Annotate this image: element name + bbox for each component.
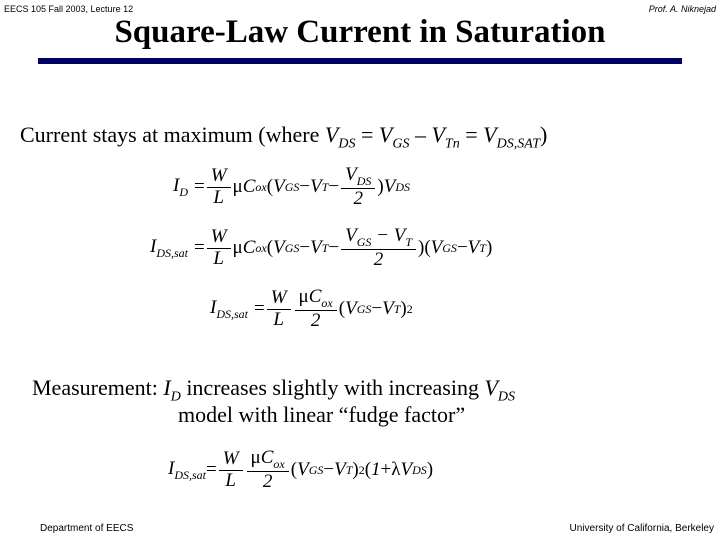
e1-mu: μ: [233, 176, 243, 198]
e3-vt: V: [382, 298, 394, 320]
e2-L: L: [209, 249, 228, 270]
e1-vgs: V: [273, 176, 285, 198]
e4-L: L: [221, 471, 240, 492]
body-line-3: model with linear “fudge factor”: [178, 402, 465, 428]
e4-ds: DS: [412, 463, 427, 478]
e3-mu: μ: [299, 286, 309, 307]
e2-ox: ox: [255, 241, 266, 256]
vgs-sym: V: [379, 122, 392, 147]
line2-prefix: Measurement:: [32, 375, 163, 400]
e2-gs2: GS: [442, 241, 457, 256]
e2-vgs-n: V: [345, 225, 357, 246]
e1-W: W: [207, 166, 231, 188]
e4-gs: GS: [309, 463, 324, 478]
e3-sq: 2: [407, 302, 413, 317]
e4-lhs-sub: DS,sat: [174, 468, 206, 482]
e1-ox: ox: [255, 180, 266, 195]
e4-C: C: [261, 447, 274, 468]
e4-vgs: V: [297, 459, 309, 481]
equation-1: ID = WL μCox (VGS − VT − VDS2 )VDS: [130, 165, 590, 210]
vdssat-sym: V: [483, 122, 496, 147]
e3-t: T: [394, 302, 401, 317]
e4-t: T: [346, 463, 353, 478]
e2-W: W: [207, 227, 231, 249]
e4-one: 1: [371, 459, 381, 481]
equation-3: IDS,sat = WL μCox2 (VGS − VT)2: [190, 287, 590, 332]
e3-vgs: V: [345, 298, 357, 320]
e4-mu: μ: [251, 447, 261, 468]
e2-vgs2: V: [431, 237, 443, 259]
equation-2: IDS,sat = WL μCox (VGS − VT − VGS − VT2 …: [130, 226, 590, 271]
e1-two: 2: [349, 189, 367, 210]
e1-ds2: DS: [395, 180, 410, 195]
body-line-1: Current stays at maximum (where VDS = VG…: [20, 122, 547, 152]
footer-dept: Department of EECS: [40, 523, 133, 534]
vdssat-sub: DS,SAT: [497, 136, 540, 151]
vtn-sub: Tn: [445, 136, 460, 151]
eq2: =: [460, 122, 483, 147]
e1-L: L: [209, 188, 228, 209]
e4-lambda: λ: [391, 459, 400, 481]
line1-prefix: Current stays at maximum (where: [20, 122, 325, 147]
header-prof: Prof. A. Niknejad: [649, 4, 716, 14]
e3-lhs-sub: DS,sat: [216, 307, 248, 321]
footer-univ: University of California, Berkeley: [570, 523, 715, 534]
e2-vt: V: [310, 237, 322, 259]
e4-vt: V: [334, 459, 346, 481]
e2-t-n: T: [405, 235, 412, 249]
equation-4: IDS,sat = WL μCox2 (VGS − VT)2 (1+λVDS): [168, 448, 433, 493]
title-underline: [38, 58, 682, 64]
e3-W: W: [267, 288, 291, 310]
line2-rest: increases slightly with increasing: [181, 375, 485, 400]
e3-C: C: [309, 286, 322, 307]
e1-ds-n: DS: [357, 174, 372, 188]
close-paren: ): [540, 122, 547, 147]
vtn-sym: V: [431, 122, 444, 147]
e3-two: 2: [307, 311, 325, 332]
e2-gs: GS: [285, 241, 300, 256]
id-sym: I: [163, 375, 170, 400]
e2-two: 2: [370, 250, 388, 271]
eq1: =: [355, 122, 378, 147]
e4-ox: ox: [273, 457, 284, 471]
e4-two: 2: [259, 472, 277, 493]
e1-t: T: [322, 180, 329, 195]
e4-W: W: [219, 449, 243, 471]
body-line-2: Measurement: ID increases slightly with …: [32, 375, 515, 405]
e2-C: C: [243, 237, 256, 259]
e1-vds-n: V: [345, 164, 357, 185]
e3-gs: GS: [357, 302, 372, 317]
vds2-sub: DS: [498, 389, 515, 404]
e4-vds: V: [400, 459, 412, 481]
e3-L: L: [269, 310, 288, 331]
e2-t2: T: [479, 241, 486, 256]
vgs-sub: GS: [392, 136, 409, 151]
e4-plus: +: [381, 459, 392, 481]
vds-sym: V: [325, 122, 338, 147]
vds2-sym: V: [484, 375, 497, 400]
e1-vds2: V: [384, 176, 396, 198]
e2-vt2: V: [468, 237, 480, 259]
e2-vgs: V: [273, 237, 285, 259]
e3-ox: ox: [321, 296, 332, 310]
e2-t: T: [322, 241, 329, 256]
e1-vt: V: [310, 176, 322, 198]
minus1: –: [409, 122, 431, 147]
e1-lhs-sub: D: [179, 185, 188, 199]
e1-gs: GS: [285, 180, 300, 195]
header-course: EECS 105 Fall 2003, Lecture 12: [4, 4, 133, 14]
e2-lhs-sub: DS,sat: [156, 246, 188, 260]
e2-vt-n: V: [394, 225, 406, 246]
e2-mu: μ: [233, 237, 243, 259]
equations-block: ID = WL μCox (VGS − VT − VDS2 )VDS IDS,s…: [130, 165, 590, 348]
slide-title: Square-Law Current in Saturation: [0, 14, 720, 51]
vds-sub: DS: [338, 136, 355, 151]
e2-gs-n: GS: [357, 235, 372, 249]
e1-C: C: [243, 176, 256, 198]
